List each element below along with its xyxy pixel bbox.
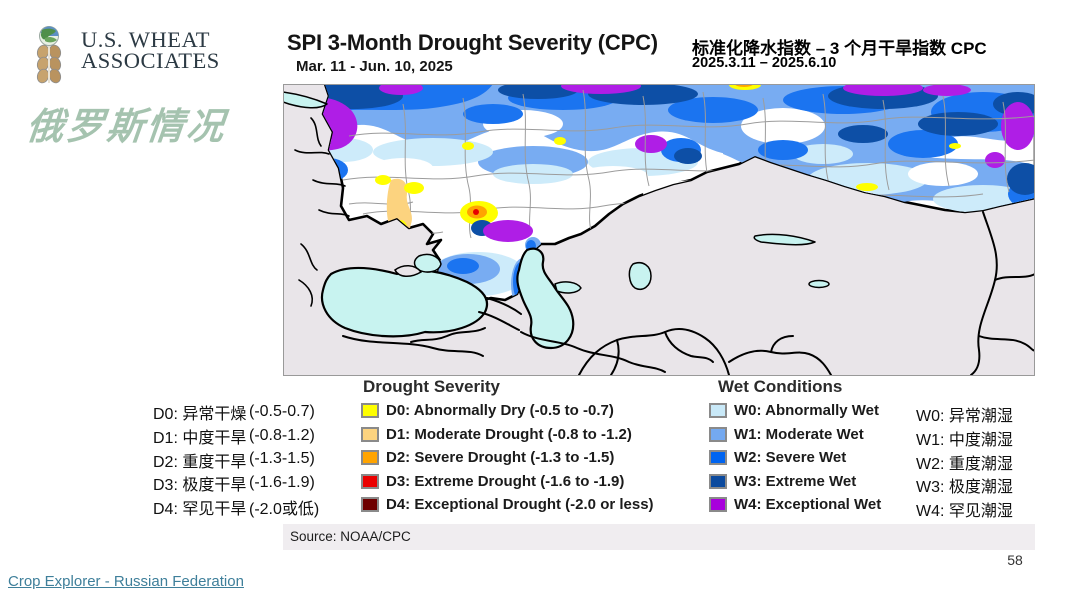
legend-label: W3: Extreme Wet	[734, 472, 857, 490]
logo-text: U.S. WHEAT ASSOCIATES	[81, 26, 220, 72]
legend-swatch	[361, 473, 379, 489]
page-number: 58	[1007, 552, 1023, 568]
legend-label: D2: Severe Drought (-1.3 to -1.5)	[386, 449, 615, 467]
legend-label-cn: W1: 中度潮湿	[916, 431, 1013, 449]
logo-line2: ASSOCIATES	[81, 47, 220, 73]
legend-row-cn: D3: 极度干旱 (-1.6-1.9)	[153, 471, 319, 495]
drought-legend-cn: D0: 异常干燥 (-0.5-0.7) D1: 中度干旱 (-0.8-1.2) …	[153, 400, 319, 519]
legend-swatch	[361, 450, 379, 466]
legend-row-cn: W2: 重度潮湿	[916, 450, 1013, 474]
legend-swatch	[709, 426, 727, 442]
legend-row-cn: W4: 罕见潮湿	[916, 497, 1013, 521]
legend-row-cn: W3: 极度潮湿	[916, 473, 1013, 497]
legend-swatch	[361, 497, 379, 513]
legend-label: D3: Extreme Drought (-1.6 to -1.9)	[386, 472, 625, 490]
drought-map-svg	[283, 84, 1035, 376]
legend-swatch	[709, 473, 727, 489]
wheat-globe-icon	[36, 26, 62, 84]
legend-label-cn: D4: 罕见干旱	[153, 501, 247, 519]
page-heading-cn: 俄罗斯情况	[24, 106, 229, 147]
wet-legend: W0: Abnormally Wet W1: Moderate Wet W2: …	[709, 399, 881, 517]
legend-swatch	[361, 426, 379, 442]
wet-legend-cn: W0: 异常潮湿 W1: 中度潮湿 W2: 重度潮湿 W3: 极度潮湿 W4: …	[916, 402, 1013, 521]
legend-row: D0: Abnormally Dry (-0.5 to -0.7)	[361, 399, 654, 423]
legend-row: D4: Exceptional Drought (-2.0 or less)	[361, 493, 654, 517]
drought-map	[283, 84, 1035, 376]
uswheat-logo: U.S. WHEAT ASSOCIATES	[26, 26, 220, 84]
drought-legend: D0: Abnormally Dry (-0.5 to -0.7) D1: Mo…	[361, 399, 654, 517]
legend-range-cn: (-0.5-0.7)	[249, 402, 315, 420]
legend-label: W4: Exceptional Wet	[734, 496, 882, 514]
legend-row: W4: Exceptional Wet	[709, 493, 881, 517]
legend-swatch	[709, 450, 727, 466]
legend-label-cn: W0: 异常潮湿	[916, 407, 1013, 425]
legend-row: W0: Abnormally Wet	[709, 399, 881, 423]
legend-row-cn: D0: 异常干燥 (-0.5-0.7)	[153, 400, 319, 424]
legend-range-cn: (-2.0或低)	[249, 501, 320, 519]
legend-row: D2: Severe Drought (-1.3 to -1.5)	[361, 446, 654, 470]
legend-row-cn: D2: 重度干旱 (-1.3-1.5)	[153, 448, 319, 472]
drought-severity-heading: Drought Severity	[363, 377, 500, 396]
legend-swatch	[709, 403, 727, 419]
legend-row-cn: D4: 罕见干旱 (-2.0或低)	[153, 495, 319, 519]
legend-row: D3: Extreme Drought (-1.6 to -1.9)	[361, 470, 654, 494]
legend-label-cn: W3: 极度潮湿	[916, 479, 1013, 497]
source-bar: Source: NOAA/CPC	[283, 524, 1035, 550]
legend-label-cn: D3: 极度干旱	[153, 477, 247, 495]
legend-label-cn: W4: 罕见潮湿	[916, 503, 1013, 521]
legend-range-cn: (-0.8-1.2)	[249, 426, 315, 444]
wet-conditions-heading: Wet Conditions	[718, 377, 843, 396]
legend-row: D1: Moderate Drought (-0.8 to -1.2)	[361, 423, 654, 447]
legend-row: W1: Moderate Wet	[709, 423, 881, 447]
legend-row-cn: D1: 中度干旱 (-0.8-1.2)	[153, 424, 319, 448]
source-text: Source: NOAA/CPC	[290, 529, 411, 544]
map-title: SPI 3-Month Drought Severity (CPC)	[287, 30, 658, 55]
map-subtitle-cn: 2025.3.11 – 2025.6.10	[692, 55, 837, 71]
legend-row: W2: Severe Wet	[709, 446, 881, 470]
legend-label: D1: Moderate Drought (-0.8 to -1.2)	[386, 425, 632, 443]
legend-label: W1: Moderate Wet	[734, 425, 864, 443]
map-title-cn: 标准化降水指数 – 3 个月干旱指数 CPC	[692, 39, 987, 58]
crop-explorer-link[interactable]: Crop Explorer - Russian Federation	[8, 573, 244, 590]
legend-label-cn: W2: 重度潮湿	[916, 455, 1013, 473]
legend-swatch	[709, 497, 727, 513]
legend-row: W3: Extreme Wet	[709, 470, 881, 494]
legend-label: W2: Severe Wet	[734, 449, 847, 467]
legend-label-cn: D0: 异常干燥	[153, 405, 247, 423]
legend-range-cn: (-1.6-1.9)	[249, 474, 315, 492]
legend-label: W0: Abnormally Wet	[734, 402, 880, 420]
legend-swatch	[361, 403, 379, 419]
legend-row-cn: W0: 异常潮湿	[916, 402, 1013, 426]
legend-row-cn: W1: 中度潮湿	[916, 426, 1013, 450]
legend-label-cn: D2: 重度干旱	[153, 453, 247, 471]
map-subtitle: Mar. 11 - Jun. 10, 2025	[296, 58, 453, 75]
logo-line1: U.S. WHEAT	[81, 27, 210, 52]
legend-range-cn: (-1.3-1.5)	[249, 450, 315, 468]
legend-label: D4: Exceptional Drought (-2.0 or less)	[386, 496, 654, 514]
legend-label-cn: D1: 中度干旱	[153, 429, 247, 447]
legend-label: D0: Abnormally Dry (-0.5 to -0.7)	[386, 402, 614, 420]
